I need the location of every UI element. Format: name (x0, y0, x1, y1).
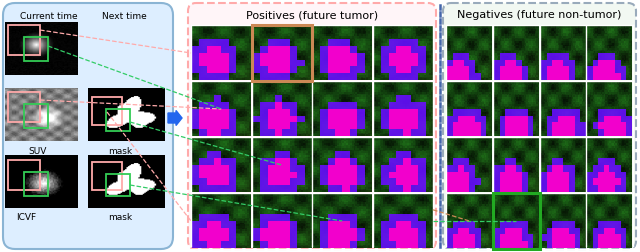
Bar (24, 37, 48, 61)
Text: Negatives (future non-tumor): Negatives (future non-tumor) (458, 10, 621, 20)
FancyBboxPatch shape (188, 3, 436, 249)
FancyBboxPatch shape (443, 3, 636, 249)
Bar (8, 92, 40, 122)
Bar (8, 160, 40, 190)
Text: mask: mask (108, 213, 132, 222)
Text: SUV: SUV (28, 147, 46, 156)
Bar (493, 193, 540, 249)
Bar (24, 172, 48, 196)
Bar (252, 25, 312, 81)
FancyArrow shape (168, 110, 182, 125)
Text: Current time: Current time (20, 12, 77, 21)
Bar (106, 174, 130, 196)
Text: ICVF: ICVF (16, 213, 36, 222)
Text: Next time: Next time (102, 12, 147, 21)
Bar (24, 104, 48, 128)
Bar (8, 25, 40, 55)
Bar (106, 109, 130, 131)
Text: Positives (future tumor): Positives (future tumor) (246, 10, 378, 20)
FancyBboxPatch shape (3, 3, 173, 249)
Text: mask: mask (108, 147, 132, 156)
Bar (92, 162, 122, 190)
Bar (92, 97, 122, 125)
